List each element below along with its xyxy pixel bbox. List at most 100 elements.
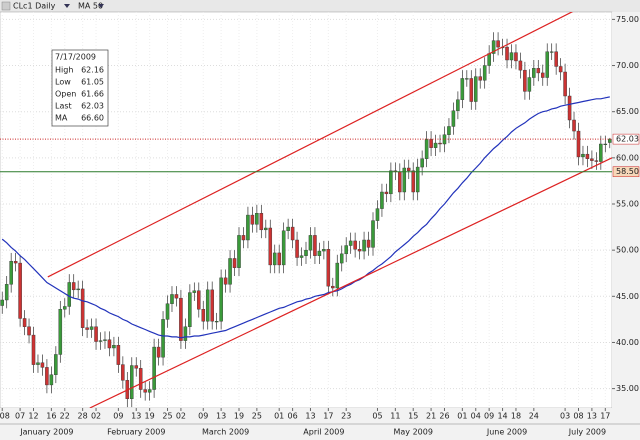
candle-body [585,153,590,159]
candle-body [0,299,4,306]
candle-body [71,282,76,291]
candle-body [424,139,429,159]
candle-body [380,191,384,209]
candle-body [281,230,286,266]
month-label: March 2009 [202,428,249,437]
info-date: 7/17/2009 [55,53,96,62]
info-label: Low [55,78,71,87]
candle-body [147,389,152,393]
level-label: 58.50 [616,167,639,176]
candle-body [456,99,460,111]
candle-body [402,167,407,193]
candle-body [98,340,103,342]
candle-body [465,78,469,80]
candle-body [45,367,49,386]
candle-body [290,226,295,241]
candle-body [357,249,362,252]
candle-body [540,72,545,78]
candle-body [308,235,313,251]
candle-body [80,288,85,328]
candle-body [36,362,40,365]
x-tick-label: 13 [216,412,226,421]
x-tick-label: 13 [587,412,597,421]
candle-body [594,160,599,162]
x-tick-label: 13 [305,412,315,421]
candle-body [581,153,585,158]
candle-body [76,288,80,291]
x-tick-label: 02 [91,412,101,421]
candle-body [518,60,523,71]
dropdown-arrow[interactable] [64,4,70,8]
candle-body [268,227,273,266]
candle-body [487,53,491,66]
y-tick-label: 45.00 [616,292,639,301]
dropdown-arrow[interactable] [98,4,104,8]
candle-body [22,318,27,327]
candle-body [299,255,304,258]
candle-body [27,326,31,336]
candle-body [138,368,143,390]
trend-line [47,12,574,278]
candle-body [246,214,250,241]
candle-body [4,284,9,301]
info-value: 66.60 [81,114,104,123]
x-tick-label: 09 [198,412,208,421]
candle-body [482,65,487,81]
candle-body [406,167,411,171]
level-flag [612,166,640,177]
indicator-label[interactable]: MA 50 [78,2,103,11]
x-tick-label: 28 [78,412,88,421]
candle-body [339,253,344,264]
candle-body [447,126,451,135]
info-frame [51,49,109,127]
candle-body [13,261,18,264]
symbol-icon [1,1,11,11]
candle-body [237,235,241,268]
candle-body [344,245,348,255]
x-tick-label: 25 [162,412,172,421]
candle-body [567,95,572,121]
candle-body [89,326,94,330]
x-tick-label: 01 [274,412,284,421]
candle-body [451,110,456,127]
candle-body [174,294,179,299]
candle-body [232,258,237,268]
candle-body [143,389,147,393]
candle-body [505,46,509,61]
candle-body [277,252,281,266]
candle-body [165,303,170,320]
info-label: Last [55,102,72,111]
y-tick-label: 60.00 [616,153,639,162]
candle-body [429,139,433,148]
chart-title[interactable]: CLc1 Daily [13,2,56,11]
candle-body [264,227,268,231]
x-tick-label: 07 [15,412,25,421]
candle-body [326,249,331,287]
candle-body [527,77,532,92]
x-tick-label: 03 [560,412,570,421]
candle-body [469,78,474,102]
candle-body [259,213,264,231]
candle-body [130,365,134,399]
candle-body [572,119,576,132]
candle-body [121,364,125,381]
x-tick-label: 05 [372,412,382,421]
candle-body [398,171,402,193]
x-tick-label: 19 [145,412,155,421]
candle-body [192,290,197,293]
x-tick-label: 19 [234,412,244,421]
x-tick-label: 21 [426,412,436,421]
x-tick-label: 16 [46,412,56,421]
y-tick-label: 65.00 [616,107,639,116]
x-tick-label: 14 [497,412,507,421]
x-tick-label: 25 [252,412,262,421]
candle-body [67,282,72,307]
trend-line [89,157,612,408]
month-label: January 2009 [19,428,73,437]
candle-body [210,289,214,322]
candle-body [250,214,255,225]
candle-body [523,69,527,92]
candle-body [170,294,174,304]
candle-body [313,235,317,256]
candle-body [375,208,380,221]
